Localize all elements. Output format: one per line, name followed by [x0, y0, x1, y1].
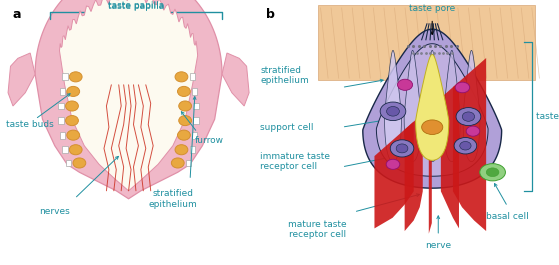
- FancyBboxPatch shape: [62, 146, 68, 153]
- Text: immature taste
receptor cell: immature taste receptor cell: [260, 152, 330, 171]
- Text: basal cell: basal cell: [486, 212, 529, 221]
- Polygon shape: [35, 0, 222, 199]
- Text: taste buds: taste buds: [6, 120, 53, 129]
- Ellipse shape: [396, 144, 408, 153]
- Ellipse shape: [67, 86, 79, 96]
- Ellipse shape: [455, 82, 470, 93]
- FancyBboxPatch shape: [66, 160, 71, 166]
- Text: taste papilla: taste papilla: [108, 2, 164, 11]
- Polygon shape: [463, 50, 480, 162]
- Ellipse shape: [480, 164, 505, 181]
- FancyBboxPatch shape: [62, 73, 68, 80]
- Polygon shape: [443, 50, 460, 162]
- Ellipse shape: [462, 112, 475, 121]
- Polygon shape: [318, 5, 535, 79]
- Text: a: a: [13, 8, 21, 21]
- Text: b: b: [266, 8, 275, 21]
- FancyBboxPatch shape: [192, 132, 197, 139]
- Polygon shape: [404, 50, 421, 162]
- Polygon shape: [416, 54, 449, 160]
- Ellipse shape: [380, 102, 406, 121]
- Text: mature taste
receptor cell: mature taste receptor cell: [288, 220, 347, 239]
- Ellipse shape: [65, 101, 78, 111]
- Ellipse shape: [178, 86, 190, 96]
- Text: taste pore: taste pore: [409, 4, 456, 13]
- FancyBboxPatch shape: [193, 103, 198, 109]
- Text: stratified
epithelium: stratified epithelium: [149, 189, 197, 209]
- Ellipse shape: [456, 108, 481, 126]
- Ellipse shape: [397, 79, 413, 90]
- FancyBboxPatch shape: [59, 117, 64, 124]
- Ellipse shape: [69, 145, 82, 155]
- Polygon shape: [363, 29, 501, 188]
- Text: taste bud: taste bud: [537, 112, 559, 121]
- Ellipse shape: [65, 116, 78, 126]
- Polygon shape: [424, 50, 440, 162]
- Polygon shape: [376, 44, 488, 176]
- Ellipse shape: [172, 158, 184, 168]
- Text: furrow: furrow: [195, 136, 224, 145]
- Text: stratified
epithelium: stratified epithelium: [260, 66, 309, 85]
- FancyBboxPatch shape: [60, 132, 65, 139]
- Polygon shape: [59, 0, 198, 191]
- Ellipse shape: [454, 138, 477, 154]
- Ellipse shape: [73, 158, 86, 168]
- Text: support cell: support cell: [260, 123, 314, 132]
- FancyBboxPatch shape: [190, 146, 195, 153]
- Ellipse shape: [486, 168, 499, 176]
- Ellipse shape: [459, 142, 471, 150]
- FancyBboxPatch shape: [192, 88, 197, 95]
- Ellipse shape: [386, 159, 400, 169]
- Ellipse shape: [178, 130, 190, 140]
- Polygon shape: [222, 53, 249, 106]
- Text: nerve: nerve: [425, 241, 451, 250]
- Polygon shape: [8, 53, 35, 106]
- Text: taste papilla: taste papilla: [108, 1, 164, 10]
- Ellipse shape: [421, 120, 443, 134]
- FancyBboxPatch shape: [193, 117, 198, 124]
- Text: nerves: nerves: [39, 207, 70, 216]
- FancyBboxPatch shape: [60, 88, 65, 95]
- Ellipse shape: [175, 72, 188, 82]
- Ellipse shape: [390, 140, 414, 157]
- Ellipse shape: [179, 116, 192, 126]
- FancyBboxPatch shape: [59, 103, 64, 109]
- Ellipse shape: [466, 126, 480, 136]
- Polygon shape: [385, 50, 401, 162]
- Ellipse shape: [175, 145, 188, 155]
- FancyBboxPatch shape: [186, 160, 191, 166]
- Ellipse shape: [67, 130, 79, 140]
- Ellipse shape: [387, 107, 399, 116]
- Ellipse shape: [179, 101, 192, 111]
- Ellipse shape: [69, 72, 82, 82]
- FancyBboxPatch shape: [190, 73, 195, 80]
